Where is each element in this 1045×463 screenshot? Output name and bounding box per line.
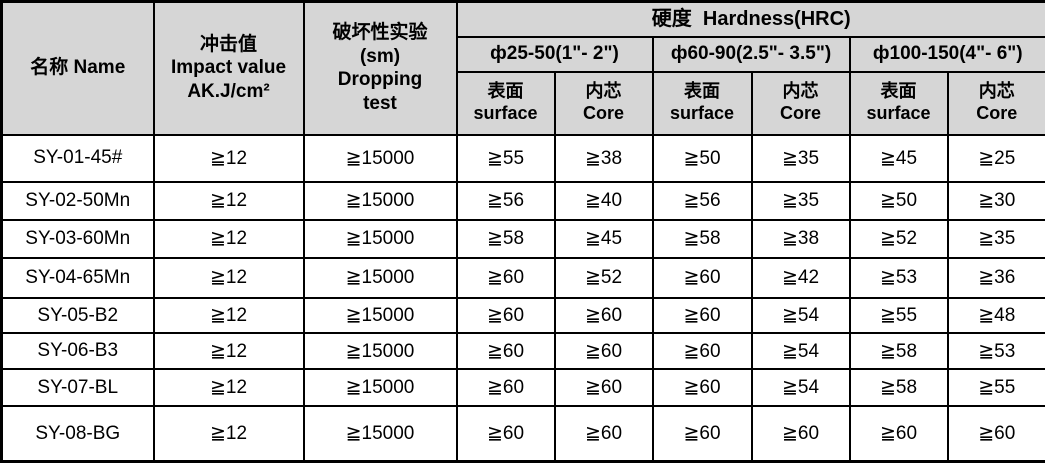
- hardness-value-cell: ≧35: [750, 180, 851, 221]
- hardness-value-cell: ≧54: [750, 332, 851, 371]
- core-header-1: 内芯 Core: [553, 70, 654, 136]
- dropping-test-cell: ≧15000: [302, 218, 458, 259]
- grade-name-cell: SY-08-BG: [0, 405, 155, 463]
- hardness-value-cell: ≧50: [651, 133, 753, 183]
- surface-header-1: 表面 surface: [455, 70, 556, 136]
- table-row: SY-05-B2 ≧12 ≧15000 ≧60 ≧60 ≧60 ≧54 ≧55 …: [0, 296, 1045, 335]
- impact-value-cell: ≧12: [152, 332, 305, 371]
- table-row: SY-04-65Mn ≧12 ≧15000 ≧60 ≧52 ≧60 ≧42 ≧5…: [0, 256, 1045, 299]
- impact-value-cell: ≧12: [152, 256, 305, 299]
- hardness-value-cell: ≧53: [848, 256, 949, 299]
- hardness-value-cell: ≧60: [553, 405, 654, 463]
- surface-header-2: 表面 surface: [651, 70, 753, 136]
- hardness-value-cell: ≧45: [553, 218, 654, 259]
- impact-value-cell: ≧12: [152, 368, 305, 408]
- core-header-2: 内芯 Core: [750, 70, 851, 136]
- hardness-value-cell: ≧60: [651, 368, 753, 408]
- hardness-value-cell: ≧60: [651, 332, 753, 371]
- impact-value-column-header: 冲击值 Impact value AK.J/cm²: [152, 0, 305, 136]
- hardness-value-cell: ≧54: [750, 296, 851, 335]
- table-row: SY-07-BL ≧12 ≧15000 ≧60 ≧60 ≧60 ≧54 ≧58 …: [0, 368, 1045, 408]
- grade-name-cell: SY-05-B2: [0, 296, 155, 335]
- hardness-value-cell: ≧35: [750, 133, 851, 183]
- table-row: SY-06-B3 ≧12 ≧15000 ≧60 ≧60 ≧60 ≧54 ≧58 …: [0, 332, 1045, 371]
- dropping-test-cell: ≧15000: [302, 368, 458, 408]
- hardness-value-cell: ≧30: [946, 180, 1045, 221]
- hardness-value-cell: ≧60: [455, 332, 556, 371]
- hardness-value-cell: ≧60: [455, 296, 556, 335]
- hardness-value-cell: ≧58: [651, 218, 753, 259]
- hardness-value-cell: ≧60: [455, 256, 556, 299]
- hardness-value-cell: ≧38: [553, 133, 654, 183]
- hardness-value-cell: ≧55: [946, 368, 1045, 408]
- hardness-value-cell: ≧48: [946, 296, 1045, 335]
- table-row: SY-02-50Mn ≧12 ≧15000 ≧56 ≧40 ≧56 ≧35 ≧5…: [0, 180, 1045, 221]
- grade-name-cell: SY-06-B3: [0, 332, 155, 371]
- hardness-value-cell: ≧60: [553, 296, 654, 335]
- impact-value-cell: ≧12: [152, 218, 305, 259]
- dropping-test-cell: ≧15000: [302, 256, 458, 299]
- impact-value-cell: ≧12: [152, 133, 305, 183]
- diameter-group-25-50-header: ф25-50(1"- 2"): [455, 35, 654, 73]
- hardness-value-cell: ≧60: [455, 405, 556, 463]
- hardness-value-cell: ≧45: [848, 133, 949, 183]
- hardness-group-header: 硬度 Hardness(HRC): [455, 0, 1045, 38]
- hardness-value-cell: ≧52: [848, 218, 949, 259]
- diameter-group-100-150-header: ф100-150(4"- 6"): [848, 35, 1045, 73]
- hardness-value-cell: ≧40: [553, 180, 654, 221]
- hardness-value-cell: ≧55: [455, 133, 556, 183]
- grade-name-cell: SY-03-60Mn: [0, 218, 155, 259]
- grade-name-cell: SY-02-50Mn: [0, 180, 155, 221]
- hardness-value-cell: ≧42: [750, 256, 851, 299]
- core-header-3: 内芯 Core: [946, 70, 1045, 136]
- impact-value-cell: ≧12: [152, 296, 305, 335]
- table-row: SY-08-BG ≧12 ≧15000 ≧60 ≧60 ≧60 ≧60 ≧60 …: [0, 405, 1045, 463]
- hardness-value-cell: ≧60: [651, 256, 753, 299]
- dropping-test-cell: ≧15000: [302, 133, 458, 183]
- dropping-test-cell: ≧15000: [302, 332, 458, 371]
- impact-value-cell: ≧12: [152, 180, 305, 221]
- table-row: SY-01-45# ≧12 ≧15000 ≧55 ≧38 ≧50 ≧35 ≧45…: [0, 133, 1045, 183]
- dropping-test-cell: ≧15000: [302, 180, 458, 221]
- hardness-value-cell: ≧38: [750, 218, 851, 259]
- hardness-value-cell: ≧60: [946, 405, 1045, 463]
- surface-header-3: 表面 surface: [848, 70, 949, 136]
- hardness-value-cell: ≧60: [750, 405, 851, 463]
- dropping-test-column-header: 破坏性实验 (sm) Dropping test: [302, 0, 458, 136]
- diameter-group-60-90-header: ф60-90(2.5"- 3.5"): [651, 35, 851, 73]
- hardness-value-cell: ≧36: [946, 256, 1045, 299]
- hardness-value-cell: ≧56: [455, 180, 556, 221]
- table-row: SY-03-60Mn ≧12 ≧15000 ≧58 ≧45 ≧58 ≧38 ≧5…: [0, 218, 1045, 259]
- hardness-value-cell: ≧56: [651, 180, 753, 221]
- hardness-value-cell: ≧58: [848, 332, 949, 371]
- grade-name-cell: SY-07-BL: [0, 368, 155, 408]
- impact-value-cell: ≧12: [152, 405, 305, 463]
- hardness-value-cell: ≧53: [946, 332, 1045, 371]
- dropping-test-cell: ≧15000: [302, 405, 458, 463]
- hardness-value-cell: ≧25: [946, 133, 1045, 183]
- hardness-value-cell: ≧60: [553, 332, 654, 371]
- hardness-value-cell: ≧58: [455, 218, 556, 259]
- hardness-value-cell: ≧35: [946, 218, 1045, 259]
- hardness-value-cell: ≧60: [651, 296, 753, 335]
- grade-name-cell: SY-01-45#: [0, 133, 155, 183]
- hardness-value-cell: ≧60: [553, 368, 654, 408]
- hardness-value-cell: ≧60: [848, 405, 949, 463]
- name-column-header: 名称 Name: [0, 0, 155, 136]
- hardness-value-cell: ≧60: [651, 405, 753, 463]
- hardness-value-cell: ≧50: [848, 180, 949, 221]
- dropping-test-cell: ≧15000: [302, 296, 458, 335]
- hardness-value-cell: ≧54: [750, 368, 851, 408]
- hardness-value-cell: ≧55: [848, 296, 949, 335]
- hardness-value-cell: ≧60: [455, 368, 556, 408]
- hardness-value-cell: ≧58: [848, 368, 949, 408]
- grade-name-cell: SY-04-65Mn: [0, 256, 155, 299]
- hardness-value-cell: ≧52: [553, 256, 654, 299]
